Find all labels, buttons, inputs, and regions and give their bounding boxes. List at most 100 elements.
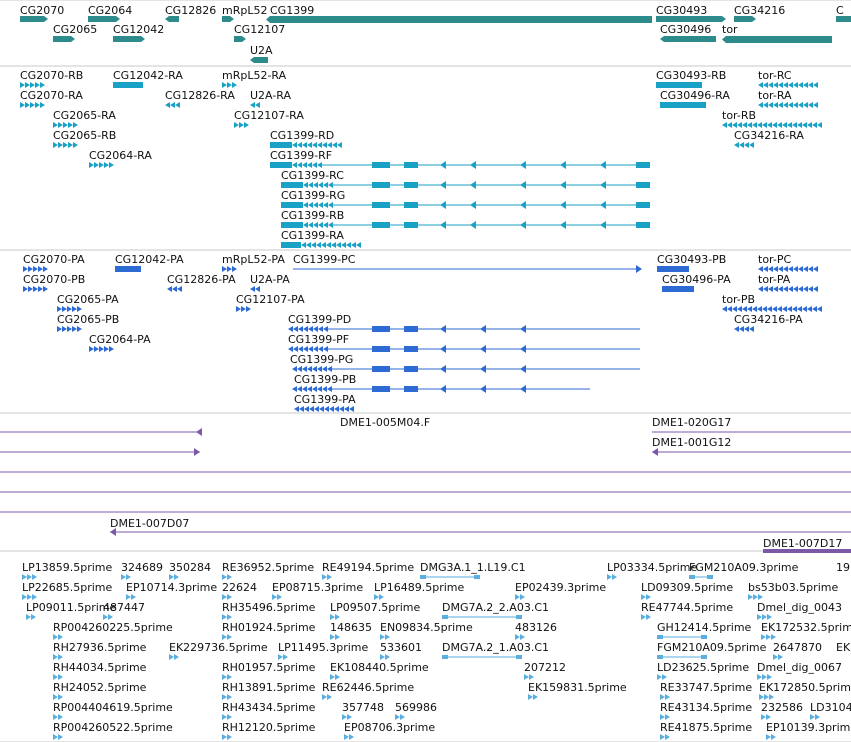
strand-chevron[interactable] [23, 286, 28, 292]
strand-chevron[interactable] [772, 306, 777, 312]
feature-label-ests[interactable]: RE41875.5prime [660, 721, 753, 734]
feature-label-genes[interactable]: CG12107 [234, 23, 286, 36]
end-marker[interactable] [636, 265, 642, 273]
strand-chevron[interactable] [277, 594, 282, 600]
strand-chevron[interactable] [757, 674, 762, 680]
strand-chevron[interactable] [35, 102, 40, 108]
strand-chevron[interactable] [244, 122, 249, 128]
strand-chevron[interactable] [311, 242, 316, 248]
strand-chevron[interactable] [63, 142, 68, 148]
strand-chevron[interactable] [747, 306, 752, 312]
feature-block[interactable] [656, 82, 702, 88]
strand-chevron[interactable] [308, 346, 313, 352]
strand-chevron[interactable] [57, 326, 62, 332]
strand-chevron[interactable] [308, 182, 313, 188]
strand-chevron[interactable] [385, 654, 390, 660]
strand-chevron[interactable] [380, 634, 385, 640]
feature-label-ests[interactable]: 148635 [330, 621, 372, 634]
strand-chevron[interactable] [302, 386, 307, 392]
strand-chevron[interactable] [318, 346, 323, 352]
strand-chevron[interactable] [810, 714, 815, 720]
feature-label-proteins[interactable]: CG34216-PA [734, 313, 803, 326]
strand-chevron[interactable] [803, 82, 808, 88]
strand-chevron[interactable] [330, 634, 335, 640]
strand-chevron[interactable] [817, 306, 822, 312]
feature-block[interactable] [636, 182, 650, 188]
feature-label-ests[interactable]: 487447 [103, 601, 145, 614]
strand-chevron[interactable] [298, 346, 303, 352]
strand-chevron[interactable] [278, 654, 283, 660]
feature-label-genes[interactable]: CG30493 [656, 4, 708, 17]
feature-label-transcripts[interactable]: CG2070-RB [20, 69, 84, 82]
strand-chevron[interactable] [109, 346, 114, 352]
feature-block[interactable] [113, 82, 143, 88]
strand-chevron[interactable] [727, 122, 732, 128]
strand-chevron[interactable] [177, 286, 182, 292]
feature-label-ests[interactable]: EP02439.3prime [515, 581, 607, 594]
feature-block[interactable] [270, 142, 292, 148]
strand-chevron[interactable] [169, 654, 174, 660]
strand-chevron[interactable] [346, 242, 351, 248]
strand-chevron[interactable] [23, 266, 28, 272]
strand-chevron[interactable] [327, 574, 332, 580]
feature-block[interactable] [281, 182, 303, 188]
strand-chevron[interactable] [798, 82, 803, 88]
strand-chevron[interactable] [732, 122, 737, 128]
strand-chevron[interactable] [322, 574, 327, 580]
strand-chevron[interactable] [768, 102, 773, 108]
strand-chevron[interactable] [808, 102, 813, 108]
strand-chevron[interactable] [744, 326, 749, 332]
feature-label-ests[interactable]: 22624 [222, 581, 257, 594]
strand-chevron[interactable] [317, 366, 322, 372]
feature-block[interactable] [420, 575, 426, 579]
strand-chevron[interactable] [303, 182, 308, 188]
strand-chevron[interactable] [349, 734, 354, 740]
strand-chevron[interactable] [335, 614, 340, 620]
strand-chevron[interactable] [227, 574, 232, 580]
strand-chevron[interactable] [778, 654, 783, 660]
feature-label-ests[interactable]: EP10139.3prime [766, 721, 851, 734]
strand-chevron[interactable] [53, 714, 58, 720]
strand-chevron[interactable] [515, 594, 520, 600]
strand-chevron[interactable] [58, 694, 63, 700]
strand-chevron[interactable] [322, 386, 327, 392]
strand-chevron[interactable] [757, 306, 762, 312]
feature-block[interactable] [270, 162, 292, 168]
feature-arrow[interactable] [113, 36, 145, 42]
strand-chevron[interactable] [222, 634, 227, 640]
strand-chevron[interactable] [297, 366, 302, 372]
strand-chevron[interactable] [293, 326, 298, 332]
feature-label-transcripts[interactable]: CG1399-RG [281, 189, 346, 202]
end-marker[interactable] [520, 201, 526, 209]
strand-chevron[interactable] [782, 306, 787, 312]
feature-label-ests[interactable]: EN09834.5prime [380, 621, 473, 634]
strand-chevron[interactable] [322, 366, 327, 372]
strand-chevron[interactable] [318, 202, 323, 208]
strand-chevron[interactable] [773, 102, 778, 108]
strand-chevron[interactable] [322, 694, 327, 700]
feature-label-ests[interactable]: RH44034.5prime [53, 661, 147, 674]
strand-chevron[interactable] [797, 306, 802, 312]
strand-chevron[interactable] [331, 242, 336, 248]
feature-label-proteins[interactable]: CG30496-PA [662, 273, 731, 286]
feature-label-ests[interactable]: RH01957.5prime [222, 661, 316, 674]
strand-chevron[interactable] [53, 634, 58, 640]
end-marker[interactable] [440, 161, 446, 169]
feature-label-ests[interactable]: 483126 [515, 621, 557, 634]
strand-chevron[interactable] [53, 654, 58, 660]
strand-chevron[interactable] [255, 102, 260, 108]
feature-label-clones[interactable]: DME1-001G12 [652, 436, 732, 449]
strand-chevron[interactable] [766, 714, 771, 720]
strand-chevron[interactable] [301, 242, 306, 248]
feature-block[interactable] [442, 655, 448, 659]
strand-chevron[interactable] [332, 142, 337, 148]
strand-chevron[interactable] [772, 122, 777, 128]
strand-chevron[interactable] [306, 242, 311, 248]
strand-chevron[interactable] [764, 694, 769, 700]
feature-label-transcripts[interactable]: CG34216-RA [734, 129, 804, 142]
strand-chevron[interactable] [109, 162, 114, 168]
strand-chevron[interactable] [379, 594, 384, 600]
strand-chevron[interactable] [222, 674, 227, 680]
feature-block[interactable] [689, 575, 695, 579]
